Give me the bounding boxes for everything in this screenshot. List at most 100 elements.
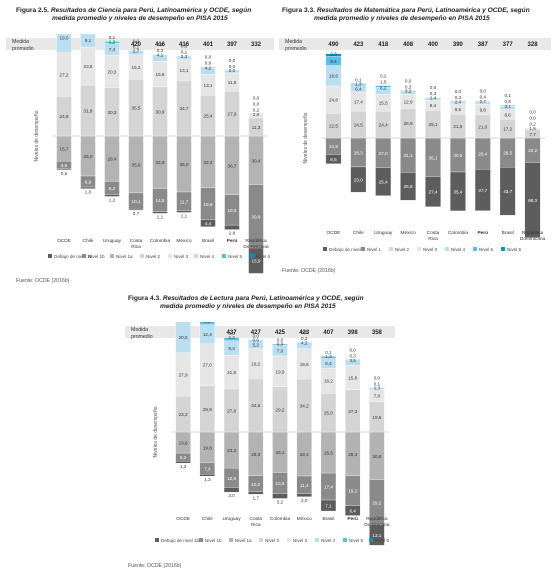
data-label: 0,1 [325, 350, 332, 355]
bar-segment-debajo-de-nivel-1 [400, 172, 416, 201]
average-value: 400 [428, 42, 439, 48]
average-value: 358 [372, 330, 383, 336]
legend-swatch [501, 247, 505, 251]
data-label: 19,0 [60, 36, 69, 41]
data-label: 23,0 [354, 178, 363, 183]
data-label: 13,6 [179, 441, 188, 446]
legend-swatch [473, 247, 477, 251]
legend-label: Nivel 1b [88, 254, 105, 259]
data-label: 22,2 [528, 148, 537, 153]
data-label: 0,6 [205, 61, 212, 66]
data-label: 27,8 [227, 408, 236, 413]
legend-label: Nivel 2 [265, 538, 279, 543]
data-label: 4,4 [205, 221, 212, 226]
data-label: 0,0 [529, 116, 536, 121]
data-label: 0,2 [253, 107, 260, 112]
data-label: 13,6 [276, 481, 285, 486]
average-value: 387 [478, 42, 489, 48]
data-label: 1,2 [109, 197, 116, 202]
category-label: Costa [250, 516, 263, 522]
bar-segment-nivel-4 [56, 34, 72, 53]
bar-segment-debajo-de-nivel-1 [375, 167, 392, 196]
category-label: Perú [227, 238, 238, 244]
data-label: 24,8 [329, 98, 338, 103]
data-label: 1,1 [157, 214, 164, 219]
data-label: 9,8 [480, 108, 487, 113]
average-label: promedio [285, 46, 307, 52]
legend-label: Nivel 2 [146, 254, 160, 259]
legend-swatch [229, 538, 233, 542]
category-label: Rica [131, 244, 141, 250]
data-label: 22,5 [329, 124, 338, 129]
legend-label: Nivel 2 [395, 247, 409, 252]
data-label: 25,5 [404, 184, 413, 189]
figure-title-ciencia: Figura 2.5. Resultados de Ciencia para P… [16, 7, 266, 23]
data-label: 23,2 [179, 412, 188, 417]
data-label: 0,0 [229, 64, 236, 69]
category-label: Uruguay [374, 230, 393, 236]
data-label: 4,2 [301, 340, 308, 345]
data-label: 28,4 [108, 157, 117, 162]
average-band [125, 326, 395, 338]
average-value: 398 [348, 330, 359, 336]
legend-label: Debajo de nivel 1 [329, 247, 365, 252]
data-label: 27,9 [179, 372, 188, 377]
figure-title-line2: medida promedio y niveles de desempeño e… [160, 303, 336, 310]
data-label: 9,3 [228, 346, 235, 351]
data-label: 35,6 [132, 162, 141, 167]
source-matematica: Fuente: OCDE (2016b) [282, 268, 336, 274]
data-label: 8,2 [109, 186, 116, 191]
data-label: 0,0 [205, 55, 212, 60]
data-label: 0,1 [133, 44, 140, 49]
bar-segment-nivel-4 [80, 34, 96, 48]
figure-title-line1: Resultados de Ciencia para Perú, Latinoa… [50, 7, 252, 14]
data-label: 19,9 [204, 202, 213, 207]
data-label: 0,9 [277, 342, 284, 347]
data-label: 13,1 [204, 83, 213, 88]
legend-label: Nivel 3 [293, 538, 307, 543]
data-label: 25,1 [429, 122, 438, 127]
data-label: 27,4 [429, 190, 438, 195]
data-label: 0,0 [529, 110, 536, 115]
average-value: 423 [353, 42, 364, 48]
data-label: 7,7 [529, 132, 536, 137]
data-label: 7,1 [325, 504, 332, 509]
bar-segment-debajo-de-nivel-1b [152, 211, 168, 214]
data-label: 25,4 [379, 180, 388, 185]
data-label: 27,0 [203, 363, 212, 368]
category-label: Uruguay [103, 238, 122, 244]
average-value: 427 [251, 330, 262, 336]
data-label: 4,9 [61, 163, 68, 168]
legend-swatch [82, 254, 86, 258]
bar-segment-debajo-de-nivel-1b [199, 474, 215, 477]
average-label: promedio [131, 334, 153, 340]
data-label: 0,0 [253, 95, 260, 100]
data-label: 0,4 [480, 95, 487, 100]
average-band [279, 38, 551, 50]
data-label: 17,4 [324, 485, 333, 490]
average-value: 423 [299, 330, 310, 336]
average-label: Medida [12, 39, 29, 45]
category-label: Colombia [448, 230, 469, 236]
data-label: 5,2 [180, 455, 187, 460]
data-label: 0,0 [157, 42, 164, 47]
data-label: 7,0 [277, 348, 284, 353]
bar-segment-debajo-de-nivel-1b [176, 210, 192, 213]
data-label: 7,4 [204, 466, 211, 471]
category-label: Rica [428, 236, 438, 242]
data-label: 0,7 [133, 211, 140, 216]
data-label: 28,3 [251, 452, 260, 457]
data-label: 6,4 [355, 86, 362, 91]
data-label: 0,0 [430, 85, 437, 90]
data-label: 21,0 [478, 124, 487, 129]
data-label: 17,2 [503, 127, 512, 132]
average-value: 401 [203, 42, 214, 48]
data-label: 1,3 [180, 464, 187, 469]
bar-segment-nivel-6 [325, 53, 342, 57]
data-label: 18,6 [329, 74, 338, 79]
bar-segment-debajo-de-nivel-1 [474, 169, 491, 211]
data-label: 6,4 [349, 509, 356, 514]
data-label: 1,0 [85, 190, 92, 195]
data-label: 28,4 [300, 452, 309, 457]
